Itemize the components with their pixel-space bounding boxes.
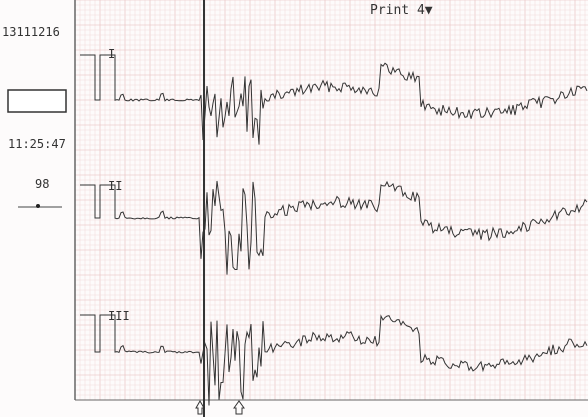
- rate-label: 98: [35, 177, 49, 191]
- lead-label: III: [108, 309, 130, 323]
- time-label: 11:25:47: [8, 137, 66, 151]
- lead-label: I: [108, 47, 115, 61]
- record-id: 13111216: [2, 25, 60, 39]
- value-box: [8, 90, 66, 112]
- print-label: Print 4▼: [370, 3, 433, 18]
- rate-dot: [36, 204, 40, 208]
- grid: [75, 0, 588, 400]
- ecg-printout: 13111216 Print 4▼ 11:25:47 98 I II III: [0, 0, 588, 417]
